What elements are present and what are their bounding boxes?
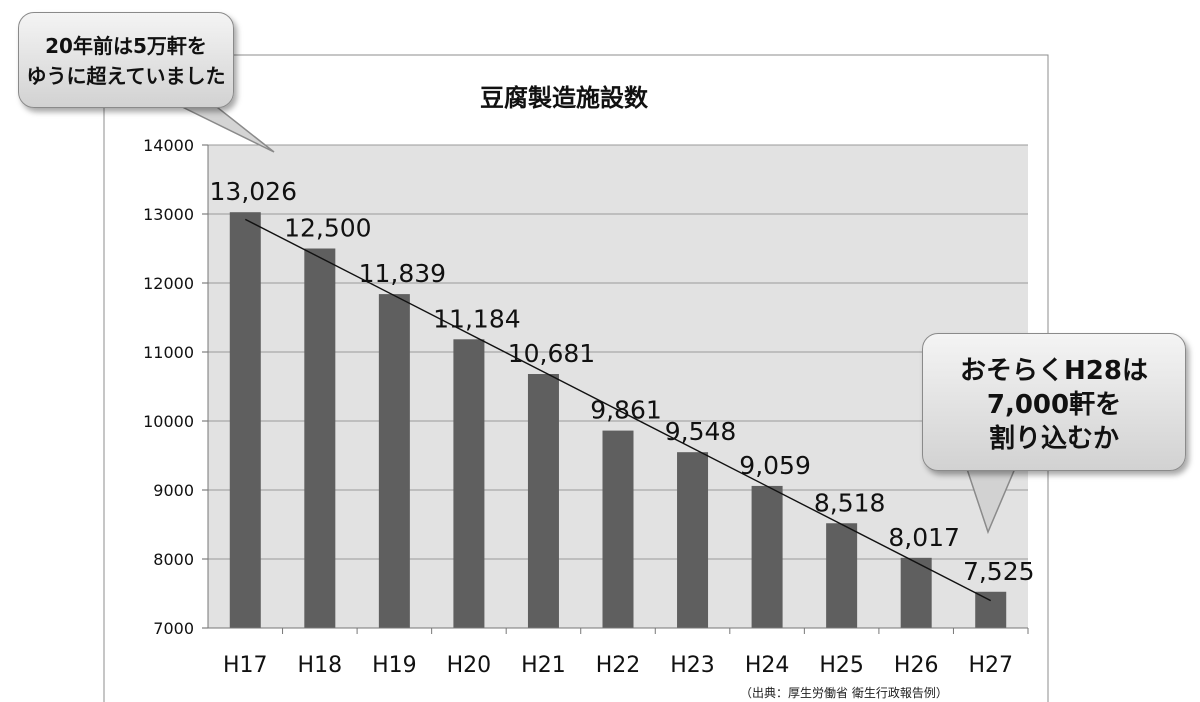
callout-left-line2: ゆうに超えていました	[26, 64, 226, 88]
y-tick-label: 12000	[143, 274, 194, 293]
bar-H23	[677, 452, 709, 628]
x-tick-label: H27	[968, 653, 1013, 678]
chart-title: 豆腐製造施設数	[480, 84, 649, 112]
data-label: 9,861	[590, 396, 662, 425]
bar-H18	[304, 248, 336, 628]
callout-right-line3: 割り込むか	[988, 424, 1119, 454]
x-tick-label: H25	[819, 653, 864, 678]
data-label: 8,518	[814, 488, 886, 517]
data-label: 7,525	[963, 557, 1035, 586]
bars	[229, 212, 1007, 628]
bar-H27	[975, 591, 1007, 628]
x-tick-label: H22	[596, 653, 641, 678]
trendline-group	[244, 218, 992, 602]
x-tick-label: H26	[894, 653, 939, 678]
x-tick-label: H18	[298, 653, 343, 678]
data-label: 11,839	[359, 259, 446, 288]
bar-H25	[826, 523, 858, 628]
x-tick-label: H23	[670, 653, 715, 678]
data-labels: 13,026 12,500 11,839 11,184 10,681 9,8619,548…	[210, 177, 1035, 586]
source-note: （出典：厚生労働省 衛生行政報告例）	[740, 686, 948, 700]
callout-right-line1: おそらくH28は	[960, 356, 1148, 386]
data-label: 11,184	[433, 304, 520, 333]
x-tick-label: H21	[521, 653, 566, 678]
callout-left-line1: 20年前は5万軒を	[45, 34, 207, 58]
callout-right: おそらくH28は 7,000軒を 割り込むか	[922, 333, 1186, 471]
bar-H26	[900, 557, 932, 628]
bar-H19	[378, 294, 410, 628]
callout-left: 20年前は5万軒を ゆうに超えていました	[18, 12, 234, 108]
y-tick-label: 11000	[143, 343, 194, 362]
y-tick-label: 7000	[153, 619, 194, 638]
data-label: 9,548	[665, 417, 737, 446]
y-tick-label: 8000	[153, 550, 194, 569]
bar-H17	[229, 212, 261, 628]
data-label: 10,681	[508, 339, 595, 368]
y-tick-label: 10000	[143, 412, 194, 431]
trendline	[244, 218, 992, 602]
bar-H24	[751, 485, 783, 628]
data-label: 12,500	[284, 214, 371, 243]
x-tick-label: H19	[372, 653, 417, 678]
x-tick-label: H24	[745, 653, 790, 678]
y-tick-label: 13000	[143, 205, 194, 224]
axes: 7000 8000 9000 10000 11000 12000 13000 14000 H17…	[143, 136, 1029, 678]
bar-H22	[602, 430, 634, 628]
bar-H21	[527, 374, 559, 628]
data-label: 9,059	[739, 451, 811, 480]
callout-right-line2: 7,000軒を	[986, 390, 1122, 420]
bar-H20	[453, 339, 485, 628]
y-tick-label: 14000	[143, 136, 194, 155]
data-label: 8,017	[888, 523, 960, 552]
x-tick-label: H20	[447, 653, 492, 678]
x-tick-label: H17	[223, 653, 268, 678]
y-tick-label: 9000	[153, 481, 194, 500]
data-label: 13,026	[210, 177, 297, 206]
